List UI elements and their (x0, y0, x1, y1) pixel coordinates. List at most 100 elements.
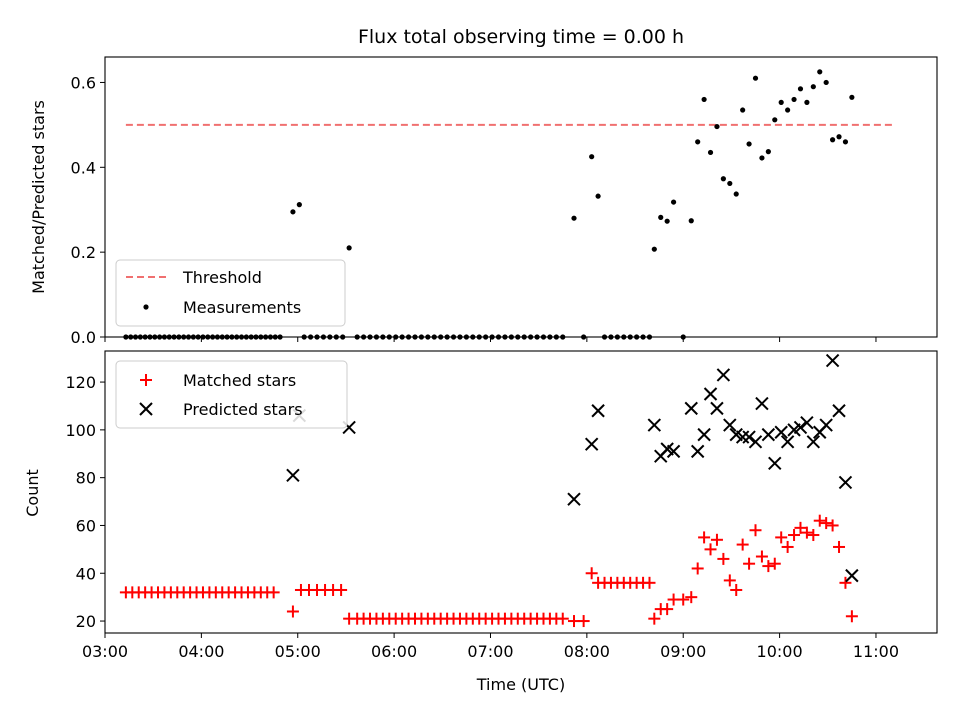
top-legend-frame (115, 259, 346, 327)
predicted-stars-point (800, 415, 814, 430)
matched-stars-point (267, 586, 280, 599)
matched-stars-point (768, 557, 781, 570)
predicted-stars-point (793, 420, 808, 435)
matched-stars-point (826, 519, 839, 532)
predicted-stars-point (710, 401, 724, 416)
predicted-stars-point (838, 475, 853, 490)
measurement-point (829, 137, 836, 143)
bottom-ytick-label: 80 (76, 469, 96, 488)
bottom-xtick-label: 07:00 (467, 642, 513, 661)
measurement-point (720, 176, 726, 182)
matched-stars-point (743, 557, 756, 570)
predicted-stars-point (742, 430, 756, 444)
matched-stars-point (691, 562, 704, 575)
matched-stars-point (585, 567, 598, 580)
measurement-point (746, 141, 752, 147)
measurement-point (290, 209, 296, 215)
matched-stars-point (685, 591, 698, 604)
predicted-stars-point (780, 435, 795, 449)
predicted-stars-point (755, 396, 769, 411)
bottom-legend-frame (115, 360, 348, 429)
bottom-xtick-label: 09:00 (660, 642, 706, 661)
measurement-point (740, 107, 746, 113)
matched-stars-point (710, 533, 723, 546)
matched-stars-point (794, 521, 807, 534)
top-ylabel: Matched/Predicted stars (29, 100, 48, 294)
matched-stars-point (643, 576, 656, 589)
predicted-stars-point (832, 404, 846, 418)
matched-stars-point (677, 593, 690, 606)
bottom-data-layer (119, 353, 859, 628)
bottom-xtick-label: 08:00 (564, 642, 610, 661)
predicted-stars-point (845, 568, 859, 583)
matched-stars-point (704, 543, 717, 556)
top-legend: Threshold Measurements (115, 259, 346, 327)
bottom-yaxis: 20 40 60 80 100 120 (65, 373, 105, 631)
predicted-stars-point (286, 468, 300, 482)
legend-threshold-label: Threshold (182, 268, 262, 287)
measurement-point (817, 69, 823, 75)
measurement-point (651, 246, 657, 252)
measurement-point (658, 214, 664, 220)
matched-stars-point (577, 615, 590, 628)
measurement-point (759, 155, 765, 161)
top-data-layer (123, 69, 896, 340)
top-ytick-label: 0.0 (71, 328, 96, 347)
measurement-point (595, 193, 601, 199)
measurement-point (810, 84, 816, 90)
measurement-point (842, 139, 849, 145)
measurement-point (791, 96, 797, 103)
measurement-point (733, 191, 739, 197)
bottom-xtick-label: 05:00 (275, 642, 321, 661)
measurement-point (701, 96, 707, 103)
measurement-point (670, 199, 677, 205)
matched-stars-point (736, 538, 749, 551)
top-axes-frame (104, 56, 938, 338)
predicted-stars-point (761, 427, 776, 442)
bottom-ytick-label: 60 (76, 516, 96, 535)
legend-matched-label: Matched stars (183, 371, 296, 390)
legend-measurements-label: Measurements (183, 298, 301, 317)
matched-stars-point (698, 531, 711, 544)
matched-stars-point (749, 524, 762, 537)
top-xticks (104, 337, 877, 342)
predicted-stars-point (748, 435, 763, 449)
measurement-point (823, 79, 829, 86)
matched-stars-point (648, 612, 661, 625)
bottom-ylabel: Count (23, 469, 42, 517)
bottom-panel: 20 40 60 80 100 120 03:00 04:00 05:00 06:00 07:00… (23, 350, 938, 694)
measurement-point (346, 245, 352, 251)
measurement-point (785, 107, 791, 113)
matched-stars-point (762, 560, 775, 573)
measurement-point (727, 180, 733, 187)
matched-stars-point (813, 514, 826, 527)
matched-stars-point (286, 605, 299, 618)
measurement-point (688, 218, 694, 224)
predicted-stars-point (567, 492, 581, 506)
matched-stars-point (845, 610, 858, 623)
bottom-ytick-label: 20 (76, 612, 96, 631)
matched-stars-point (335, 583, 348, 596)
measurement-point (752, 75, 759, 81)
matched-stars-point (820, 517, 833, 530)
measurement-point (664, 218, 670, 224)
matched-stars-point (833, 540, 846, 553)
matched-stars-point (839, 576, 852, 589)
matched-stars-point (661, 603, 674, 616)
measurement-point (714, 123, 720, 130)
bottom-xtick-label: 10:00 (757, 642, 803, 661)
bottom-xtick-label: 11:00 (853, 642, 899, 661)
bottom-legend: Matched stars Predicted stars (115, 360, 348, 429)
measurement-point (804, 99, 810, 105)
measurement-point (765, 149, 771, 155)
predicted-stars-point (703, 387, 718, 401)
top-ytick-label: 0.6 (71, 73, 96, 92)
predicted-stars-point (723, 418, 737, 432)
predicted-stars-point (716, 368, 731, 382)
predicted-stars-point (819, 418, 833, 432)
predicted-stars-point (684, 401, 698, 416)
predicted-stars-point (647, 418, 662, 432)
measurement-point (778, 99, 784, 105)
matched-stars-point (556, 612, 569, 625)
